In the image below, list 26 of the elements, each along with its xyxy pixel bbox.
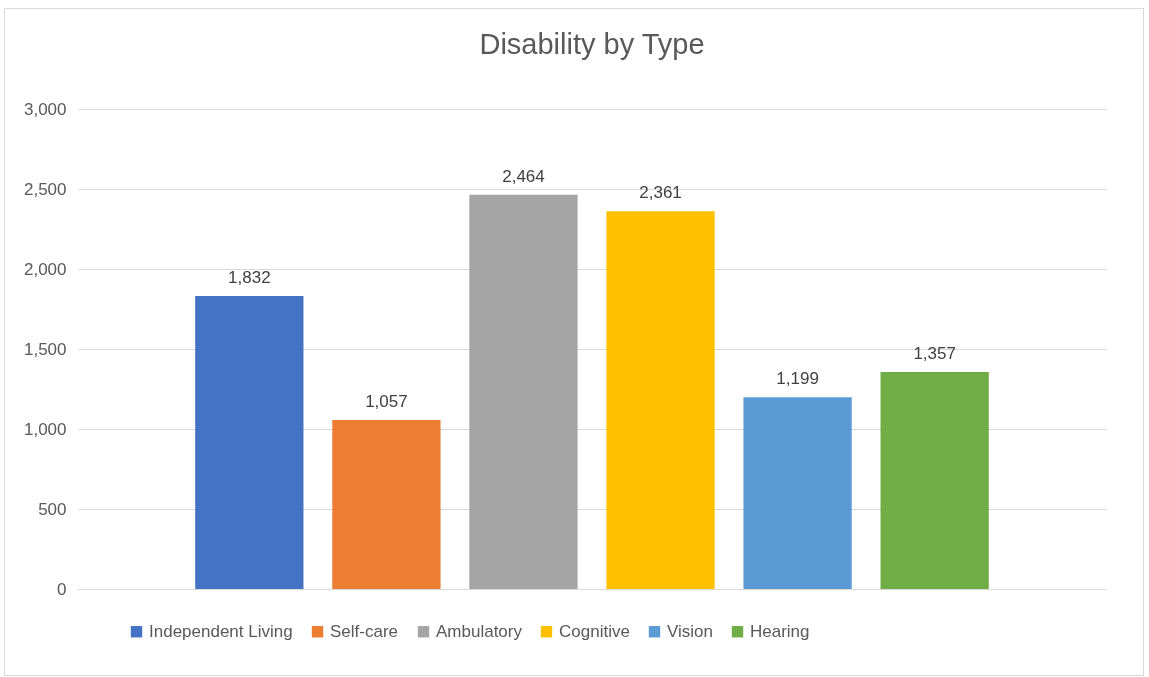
data-label: 1,832 xyxy=(228,267,271,287)
data-label: 2,464 xyxy=(502,166,545,186)
y-tick-label: 3,000 xyxy=(23,99,67,119)
y-tick-label: 2,500 xyxy=(23,179,67,199)
bar xyxy=(469,194,578,589)
legend-label: Vision xyxy=(667,621,713,641)
bar xyxy=(606,211,715,589)
bar xyxy=(195,295,304,589)
legend-label: Hearing xyxy=(750,621,810,641)
y-tick-label: 0 xyxy=(57,579,67,599)
y-tick-label: 1,500 xyxy=(23,339,67,359)
legend-label: Cognitive xyxy=(559,621,630,641)
legend-label: Ambulatory xyxy=(436,621,523,641)
y-tick-label: 500 xyxy=(38,499,67,519)
bar xyxy=(743,397,852,589)
legend-label: Self-care xyxy=(330,621,399,641)
y-tick-label: 2,000 xyxy=(23,259,67,279)
data-label: 1,057 xyxy=(365,391,408,411)
bar xyxy=(880,371,989,589)
legend-label: Independent Living xyxy=(149,621,293,641)
bar xyxy=(332,419,441,589)
y-tick-label: 1,000 xyxy=(23,419,67,439)
data-label: 1,199 xyxy=(776,369,819,389)
data-label: 1,357 xyxy=(913,343,956,363)
chart-title: Disability by Type xyxy=(479,28,705,60)
data-label: 2,361 xyxy=(639,183,682,203)
